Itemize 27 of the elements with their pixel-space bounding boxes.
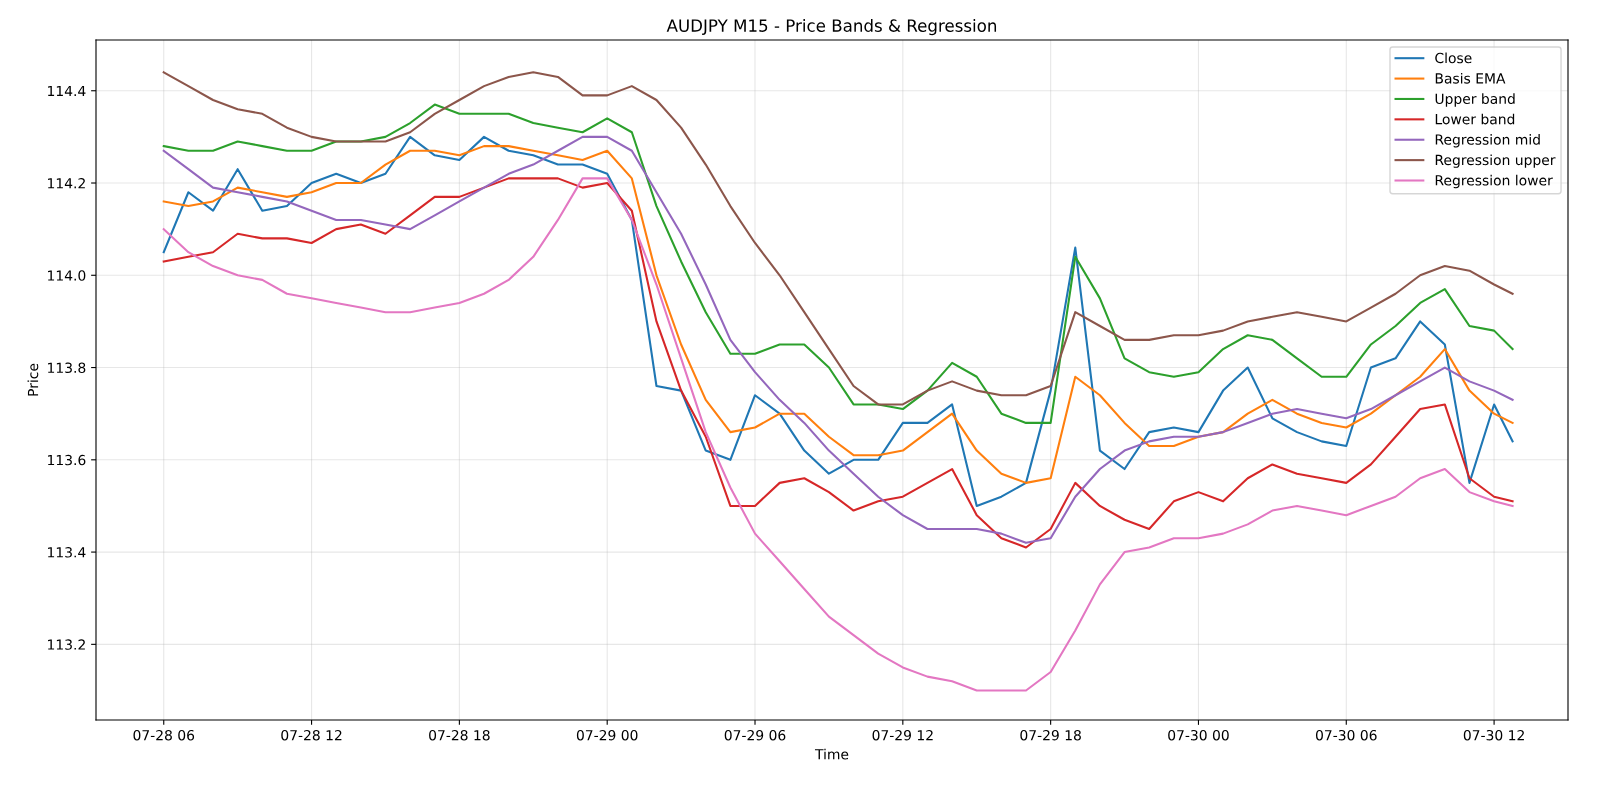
x-tick-label: 07-30 12 [1463,729,1524,741]
legend-label: Lower band [1435,113,1515,125]
x-tick-label: 07-28 06 [133,729,195,741]
y-tick-label: 114.2 [48,177,85,189]
legend-label: Upper band [1435,93,1515,107]
x-tick-label: 07-28 12 [281,729,342,741]
x-tick-label: 07-28 18 [429,729,490,741]
y-tick-label: 113.8 [48,362,86,374]
y-tick-label: 114.4 [48,85,86,97]
y-tick-label: 114.0 [48,270,86,281]
y-tick-label: 113.4 [48,547,86,558]
y-tick-label: 113.6 [48,454,86,466]
legend-label: Close [1435,52,1472,64]
y-axis-title: Price [27,363,39,396]
legend-label: Regression lower [1435,174,1553,189]
x-tick-label: 07-29 00 [576,729,638,741]
x-tick-label: 07-30 06 [1315,729,1377,741]
legend-label: Basis EMA [1435,72,1506,84]
x-tick-label: 07-29 06 [724,729,786,741]
y-tick-label: 113.2 [48,639,85,650]
x-axis-title: Time [814,748,849,760]
x-tick-label: 07-30 00 [1168,729,1229,741]
chart-title: AUDJPY M15 - Price Bands & Regression [666,19,997,36]
x-tick-label: 07-29 12 [872,729,933,741]
legend-label: Regression mid [1435,134,1540,148]
legend-label: Regression upper [1435,154,1556,168]
x-tick-label: 07-29 18 [1020,729,1081,741]
